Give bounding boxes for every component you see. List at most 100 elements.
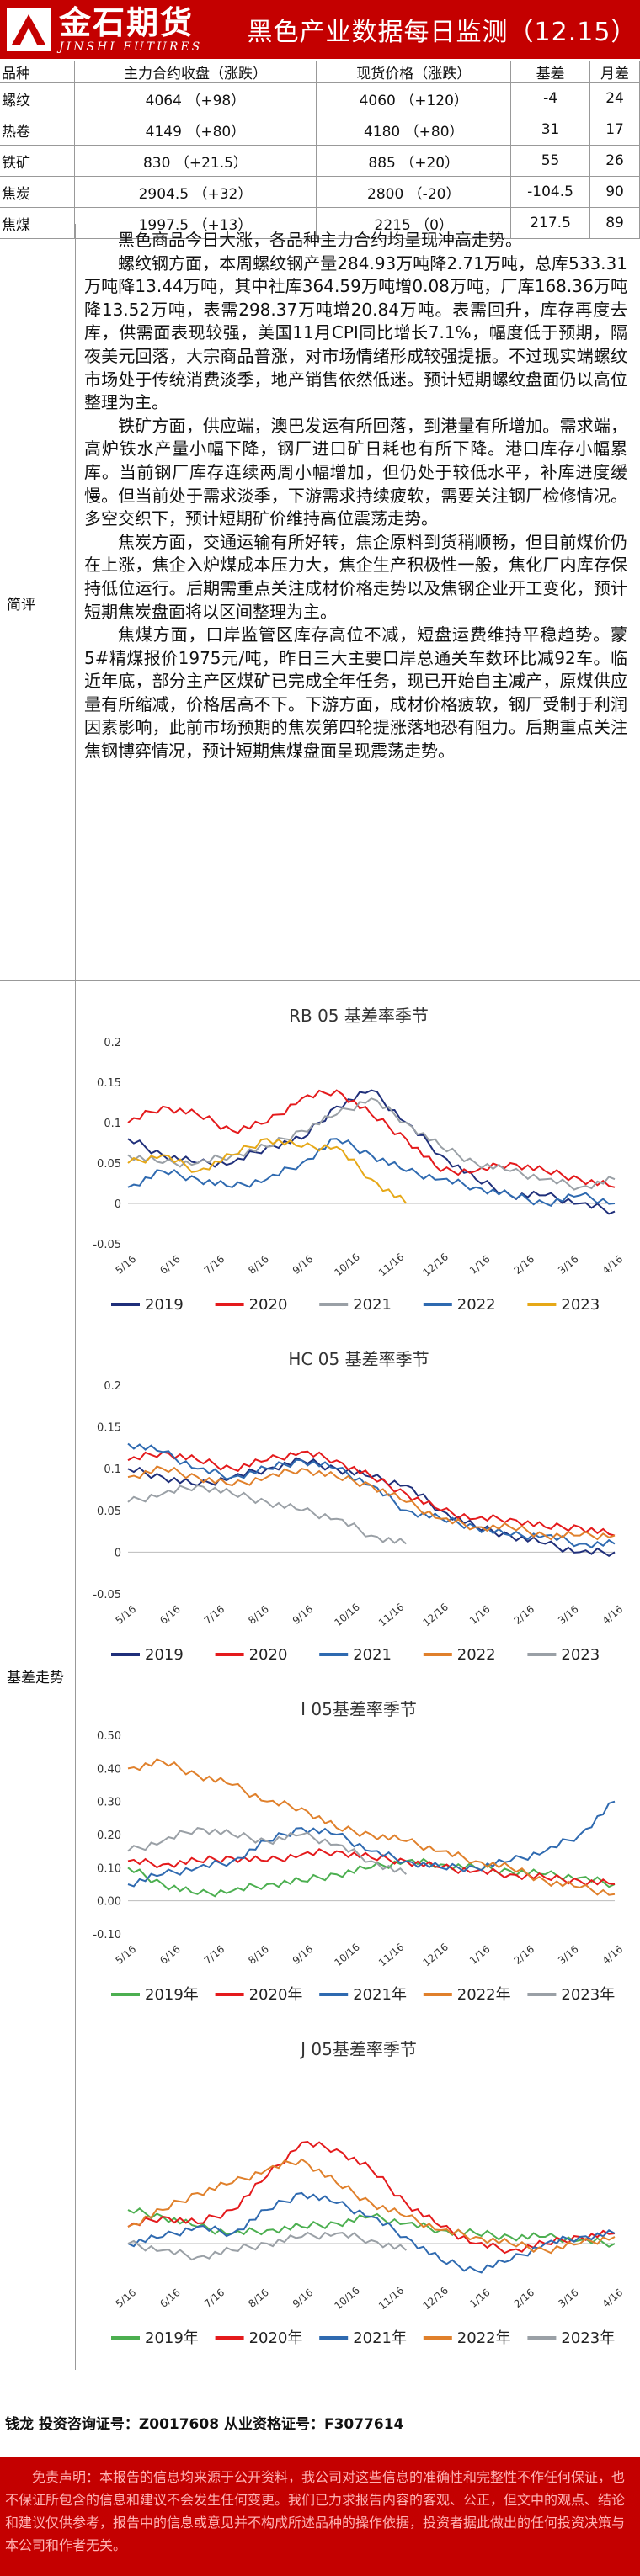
x-tick-label: 6/16 bbox=[157, 1943, 183, 1967]
x-tick-label: 4/16 bbox=[600, 1253, 626, 1277]
chart-title: J 05基差率季节 bbox=[299, 2039, 417, 2059]
y-tick-label: -0.10 bbox=[93, 1929, 121, 1941]
x-tick-label: 6/16 bbox=[157, 2287, 183, 2310]
series-line bbox=[127, 1827, 408, 1875]
commentary-paragraph: 黑色商品今日大涨，各品种主力合约均呈现冲高走势。 bbox=[118, 230, 522, 250]
x-tick-label: 4/16 bbox=[600, 1943, 626, 1967]
table-cell: 2800 （-20） bbox=[316, 176, 512, 208]
series-line bbox=[127, 1758, 616, 1896]
legend-label: 2021 bbox=[353, 1646, 392, 1664]
table-cell: 焦煤 bbox=[0, 207, 75, 239]
x-tick-label: 3/16 bbox=[556, 1603, 581, 1627]
table-cell: 热卷 bbox=[0, 114, 75, 146]
series-line bbox=[127, 1138, 616, 1207]
x-tick-label: 1/16 bbox=[467, 2287, 493, 2310]
basis-charts-section: 基差走势 RB 05 基差率季节 -0.05 0 0.05 0.1 0.15 0.2 5/16… bbox=[0, 981, 640, 2370]
x-tick-label: 10/16 bbox=[332, 1601, 361, 1628]
analyst-signature: 钱龙 投资咨询证号：Z0017608 从业资格证号：F3077614 bbox=[5, 2415, 404, 2433]
x-tick-label: 8/16 bbox=[246, 1603, 271, 1627]
legend-label: 2022年 bbox=[457, 2329, 511, 2347]
table-cell: 铁矿 bbox=[0, 145, 75, 177]
x-tick-label: 8/16 bbox=[246, 1943, 271, 1967]
series-line bbox=[127, 2231, 407, 2261]
report-header: 金石期货 JINSHI FUTURES 黑色产业数据每日监测（12.15） bbox=[0, 0, 640, 59]
legend-label: 2022 bbox=[457, 1646, 496, 1664]
x-tick-label: 11/16 bbox=[376, 1601, 406, 1628]
series-line bbox=[127, 1800, 616, 1888]
x-tick-label: 12/16 bbox=[420, 1601, 450, 1628]
table-row: 焦炭 2904.5 （+32） 2800 （-20） -104.5 90 bbox=[0, 176, 640, 208]
chart-title: RB 05 基差率季节 bbox=[289, 1006, 429, 1026]
x-tick-label: 12/16 bbox=[420, 1941, 450, 1968]
legend-label: 2019 bbox=[145, 1296, 184, 1314]
hc-basis-chart: HC 05 基差率季节 -0.05 0 0.05 0.1 0.15 0.2 5/16 6/16 7… bbox=[77, 1335, 640, 1678]
x-tick-label: 1/16 bbox=[467, 1253, 493, 1277]
series-line bbox=[127, 1857, 616, 1898]
x-tick-label: 9/16 bbox=[291, 1603, 316, 1627]
y-tick-label: 0.2 bbox=[104, 1037, 121, 1049]
x-tick-label: 7/16 bbox=[202, 2287, 227, 2310]
table-cell: 24 bbox=[589, 82, 640, 114]
table-row: 螺纹 4064 （+98） 4060 （+120） -4 24 bbox=[0, 82, 640, 114]
x-tick-label: 11/16 bbox=[376, 1251, 406, 1278]
table-cell: 26 bbox=[589, 145, 640, 177]
x-tick-label: 8/16 bbox=[246, 1253, 271, 1277]
y-tick-label: 0.2 bbox=[104, 1380, 121, 1393]
table-cell: 17 bbox=[589, 114, 640, 146]
legend-label: 2021年 bbox=[353, 2329, 407, 2347]
y-tick-label: 0.15 bbox=[97, 1422, 121, 1435]
price-table: 品种 主力合约收盘（涨跌） 现货价格（涨跌） 基差 月差 螺纹 4064 （+9… bbox=[0, 61, 640, 239]
series-line bbox=[127, 1450, 616, 1537]
i-basis-chart-svg: I 05基差率季节 -0.10 0.00 0.10 0.20 0.30 0.40 0.50 5/… bbox=[93, 1699, 626, 2004]
commentary-text: 黑色商品今日大涨，各品种主力合约均呈现冲高走势。 螺纹钢方面，本周螺纹钢产量28… bbox=[84, 229, 627, 763]
table-cell: 89 bbox=[589, 207, 640, 239]
series-line bbox=[127, 1097, 616, 1191]
y-tick-label: 0.05 bbox=[97, 1506, 121, 1518]
series-line bbox=[127, 1138, 408, 1204]
legend-label: 2021年 bbox=[353, 1986, 407, 2004]
table-row: 热卷 4149 （+80） 4180 （+80） 31 17 bbox=[0, 114, 640, 146]
y-tick-label: 0.1 bbox=[104, 1463, 121, 1476]
legend-label: 2020 bbox=[249, 1296, 288, 1314]
table-cell: -104.5 bbox=[510, 176, 591, 208]
j-basis-chart: J 05基差率季节 5/16 6/16 7/16 8/16 9/16 10/16 11/16 1… bbox=[77, 2025, 640, 2361]
y-tick-label: 0.10 bbox=[97, 1862, 121, 1875]
x-tick-label: 5/16 bbox=[114, 1603, 139, 1627]
x-tick-label: 7/16 bbox=[202, 1603, 227, 1627]
x-tick-label: 3/16 bbox=[556, 2287, 581, 2310]
x-tick-label: 5/16 bbox=[114, 2287, 139, 2310]
table-cell: 螺纹 bbox=[0, 82, 75, 114]
report-title: 黑色产业数据每日监测（12.15） bbox=[247, 18, 637, 47]
series-line bbox=[127, 2158, 616, 2255]
legend-label: 2019年 bbox=[145, 2329, 199, 2347]
series-line bbox=[127, 1089, 616, 1188]
table-cell: 4064 （+98） bbox=[74, 82, 317, 114]
x-tick-label: 3/16 bbox=[556, 1943, 581, 1967]
y-tick-label: -0.05 bbox=[93, 1239, 121, 1251]
table-header-row: 品种 主力合约收盘（涨跌） 现货价格（涨跌） 基差 月差 bbox=[0, 61, 640, 83]
series-line bbox=[127, 1457, 616, 1557]
x-tick-label: 6/16 bbox=[157, 1253, 183, 1277]
disclaimer-text: 免责声明：本报告的信息均来源于公开资料，我公司对这些信息的准确性和完整性不作任何… bbox=[0, 2457, 640, 2576]
table-cell: 焦炭 bbox=[0, 176, 75, 208]
x-tick-label: 8/16 bbox=[246, 2287, 271, 2310]
x-tick-label: 2/16 bbox=[512, 1603, 537, 1627]
y-tick-label: 0.20 bbox=[97, 1830, 121, 1842]
legend-label: 2023 bbox=[561, 1646, 600, 1664]
y-tick-label: 0 bbox=[115, 1547, 121, 1559]
chart-title: HC 05 基差率季节 bbox=[288, 1349, 429, 1369]
table-header-cell: 主力合约收盘（涨跌） bbox=[74, 61, 317, 83]
series-line bbox=[127, 2191, 616, 2274]
y-tick-label: 0.50 bbox=[97, 1730, 121, 1743]
table-cell: 885 （+20） bbox=[316, 145, 512, 177]
hc-basis-chart-svg: HC 05 基差率季节 -0.05 0 0.05 0.1 0.15 0.2 5/16 6/16 7… bbox=[93, 1349, 626, 1664]
x-tick-label: 3/16 bbox=[556, 1253, 581, 1277]
y-tick-label: 0.15 bbox=[97, 1077, 121, 1090]
y-tick-label: 0.00 bbox=[97, 1896, 121, 1909]
table-cell: 55 bbox=[510, 145, 591, 177]
rb-basis-chart-svg: RB 05 基差率季节 -0.05 0 0.05 0.1 0.15 0.2 5/16 6/16 7… bbox=[93, 1006, 626, 1314]
x-tick-label: 2/16 bbox=[512, 1253, 537, 1277]
rb-basis-chart: RB 05 基差率季节 -0.05 0 0.05 0.1 0.15 0.2 5/16 6/16 7… bbox=[77, 991, 640, 1328]
legend-label: 2020年 bbox=[249, 1986, 303, 2004]
x-tick-label: 4/16 bbox=[600, 1603, 626, 1627]
